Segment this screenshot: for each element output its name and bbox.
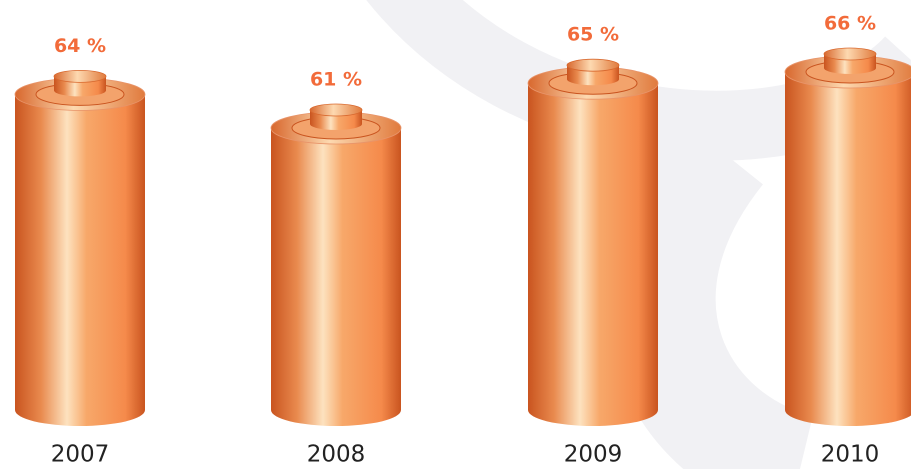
value-label: 61 % <box>310 69 362 91</box>
battery-body <box>271 128 401 410</box>
x-tick-label: 2008 <box>307 442 366 468</box>
battery-body <box>15 94 145 410</box>
battery-cap-top <box>567 59 619 71</box>
x-tick-label: 2007 <box>51 442 110 468</box>
battery-cap-bottom <box>567 73 619 85</box>
battery-cap-bottom <box>824 62 876 74</box>
value-label: 66 % <box>824 13 876 35</box>
x-tick-label: 2010 <box>821 442 880 468</box>
battery-cap-bottom <box>54 84 106 96</box>
battery-cap-top <box>310 104 362 116</box>
battery-cap-bottom <box>310 118 362 130</box>
x-tick-label: 2009 <box>564 442 623 468</box>
battery-body <box>785 72 911 410</box>
battery-cap-top <box>824 48 876 60</box>
value-label: 64 % <box>54 35 106 57</box>
battery-cap-top <box>54 70 106 82</box>
value-label: 65 % <box>567 24 619 46</box>
battery-body <box>528 83 658 410</box>
chart: 64 % 2007 61 % 2008 65 % 2009 66 % 2010 <box>0 0 911 469</box>
